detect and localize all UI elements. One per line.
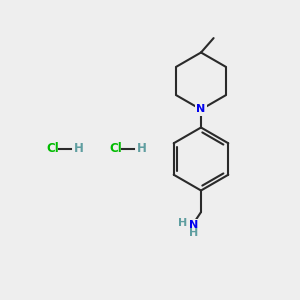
Text: N: N [189, 220, 198, 230]
Text: H: H [74, 142, 84, 155]
Text: N: N [196, 104, 206, 115]
Text: Cl: Cl [46, 142, 59, 155]
Text: H: H [137, 142, 147, 155]
Text: Cl: Cl [110, 142, 122, 155]
Text: H: H [178, 218, 187, 228]
Text: H: H [189, 228, 198, 239]
